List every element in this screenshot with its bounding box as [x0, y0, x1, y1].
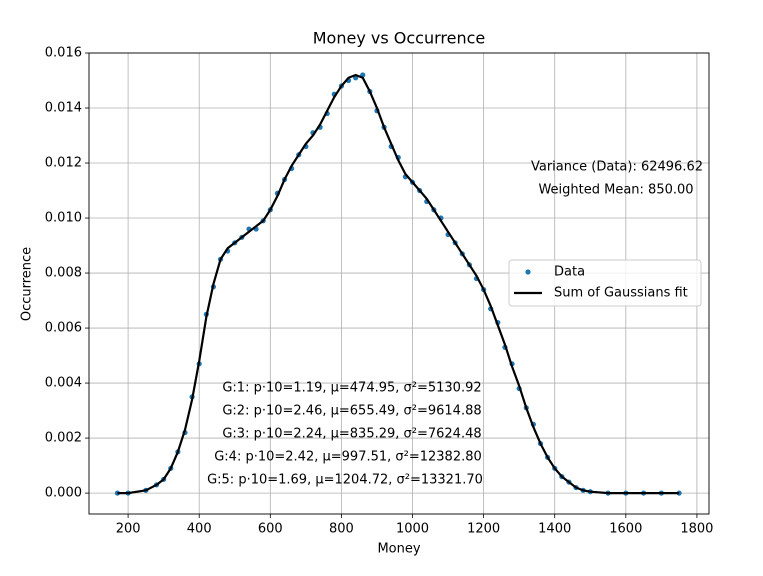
y-tick-label: 0.014	[45, 101, 82, 116]
y-tick-label: 0.016	[45, 46, 82, 61]
y-axis-label: Occurrence	[20, 247, 35, 321]
x-tick-label: 400	[187, 522, 212, 537]
x-tick-label: 1600	[609, 522, 642, 537]
legend-label: Sum of Gaussians fit	[554, 286, 688, 301]
x-tick-label: 1200	[467, 522, 500, 537]
annotation: G:3: p·10=2.24, μ=835.29, σ²=7624.48	[222, 427, 481, 442]
y-tick-label: 0.012	[45, 156, 82, 171]
x-axis-label: Money	[377, 542, 420, 557]
x-tick-label: 1400	[538, 522, 571, 537]
x-tick-label: 600	[258, 522, 283, 537]
legend-box	[508, 259, 702, 307]
y-tick-label: 0.006	[45, 321, 82, 336]
y-tick-label: 0.000	[45, 486, 82, 501]
annotation: G:5: p·10=1.69, μ=1204.72, σ²=13321.70	[207, 473, 483, 488]
y-tick-label: 0.002	[45, 431, 82, 446]
fit-line	[117, 73, 680, 495]
annotation: Variance (Data): 62496.62	[531, 160, 703, 175]
x-tick-label: 200	[116, 522, 141, 537]
chart-title: Money vs Occurrence	[313, 29, 486, 48]
annotation: G:4: p·10=2.42, μ=997.51, σ²=12382.80	[214, 450, 482, 465]
plot-frame	[88, 52, 710, 515]
y-tick-label: 0.004	[45, 376, 82, 391]
legend-marker	[525, 269, 531, 275]
annotation: G:2: p·10=2.46, μ=655.49, σ²=9614.88	[222, 404, 481, 419]
y-tick-label: 0.008	[45, 266, 82, 281]
x-tick-label: 1800	[680, 522, 713, 537]
x-tick-label: 800	[329, 522, 354, 537]
annotation: G:1: p·10=1.19, μ=474.95, σ²=5130.92	[222, 381, 481, 396]
annotation: Weighted Mean: 850.00	[538, 183, 693, 198]
legend-label: Data	[554, 265, 585, 280]
x-tick-label: 1000	[396, 522, 429, 537]
y-tick-label: 0.010	[45, 211, 82, 226]
